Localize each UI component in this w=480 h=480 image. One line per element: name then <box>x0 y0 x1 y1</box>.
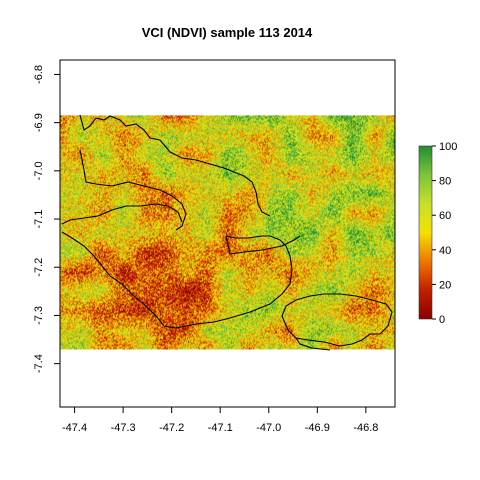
vci-raster <box>60 115 395 350</box>
y-tick-label: -6.8 <box>33 65 45 84</box>
x-tick-label: -46.9 <box>305 422 330 434</box>
legend-tick-label: 80 <box>439 176 451 188</box>
vci-raster-image <box>60 115 395 350</box>
boundary-center-south <box>61 231 293 329</box>
x-tick-label: -47.4 <box>62 422 87 434</box>
legend-tick-label: 0 <box>439 314 445 326</box>
y-tick-label: -7.2 <box>33 258 45 277</box>
municipality-boundaries <box>61 114 393 351</box>
y-tick-label: -7.3 <box>33 306 45 325</box>
y-axis: -6.8 -6.9 -7.0 -7.1 -7.2 -7.3 -7.4 <box>33 65 61 373</box>
x-tick-label: -46.8 <box>353 422 378 434</box>
x-tick-label: -47.3 <box>111 422 136 434</box>
color-legend: 0 20 40 60 80 100 <box>418 141 457 326</box>
y-tick-label: -7.1 <box>33 210 45 229</box>
x-tick-label: -47.0 <box>256 422 281 434</box>
y-tick-label: -6.9 <box>33 113 45 132</box>
boundary-southeast <box>281 293 393 347</box>
x-tick-label: -47.1 <box>208 422 233 434</box>
legend-tick-label: 60 <box>439 210 451 222</box>
legend-tick-label: 40 <box>439 245 451 257</box>
boundary-west <box>61 203 183 225</box>
legend-tick-label: 100 <box>439 141 457 153</box>
legend-tick-label: 20 <box>439 279 451 291</box>
boundary-southeast-inner <box>295 337 331 351</box>
legend-frame <box>418 145 433 320</box>
boundary-north <box>79 114 271 217</box>
y-tick-label: -7.4 <box>33 354 45 373</box>
boundary-east-strip <box>225 235 301 255</box>
x-axis: -47.4 -47.3 -47.2 -47.1 -47.0 -46.9 -46.8 <box>62 406 378 434</box>
y-tick-label: -7.0 <box>33 161 45 180</box>
boundary-north-inner <box>79 149 187 231</box>
chart-title: VCI (NDVI) sample 113 2014 <box>142 25 313 40</box>
legend-colorbar <box>419 146 432 319</box>
x-tick-label: -47.2 <box>159 422 184 434</box>
legend-ticks: 0 20 40 60 80 100 <box>432 141 457 326</box>
